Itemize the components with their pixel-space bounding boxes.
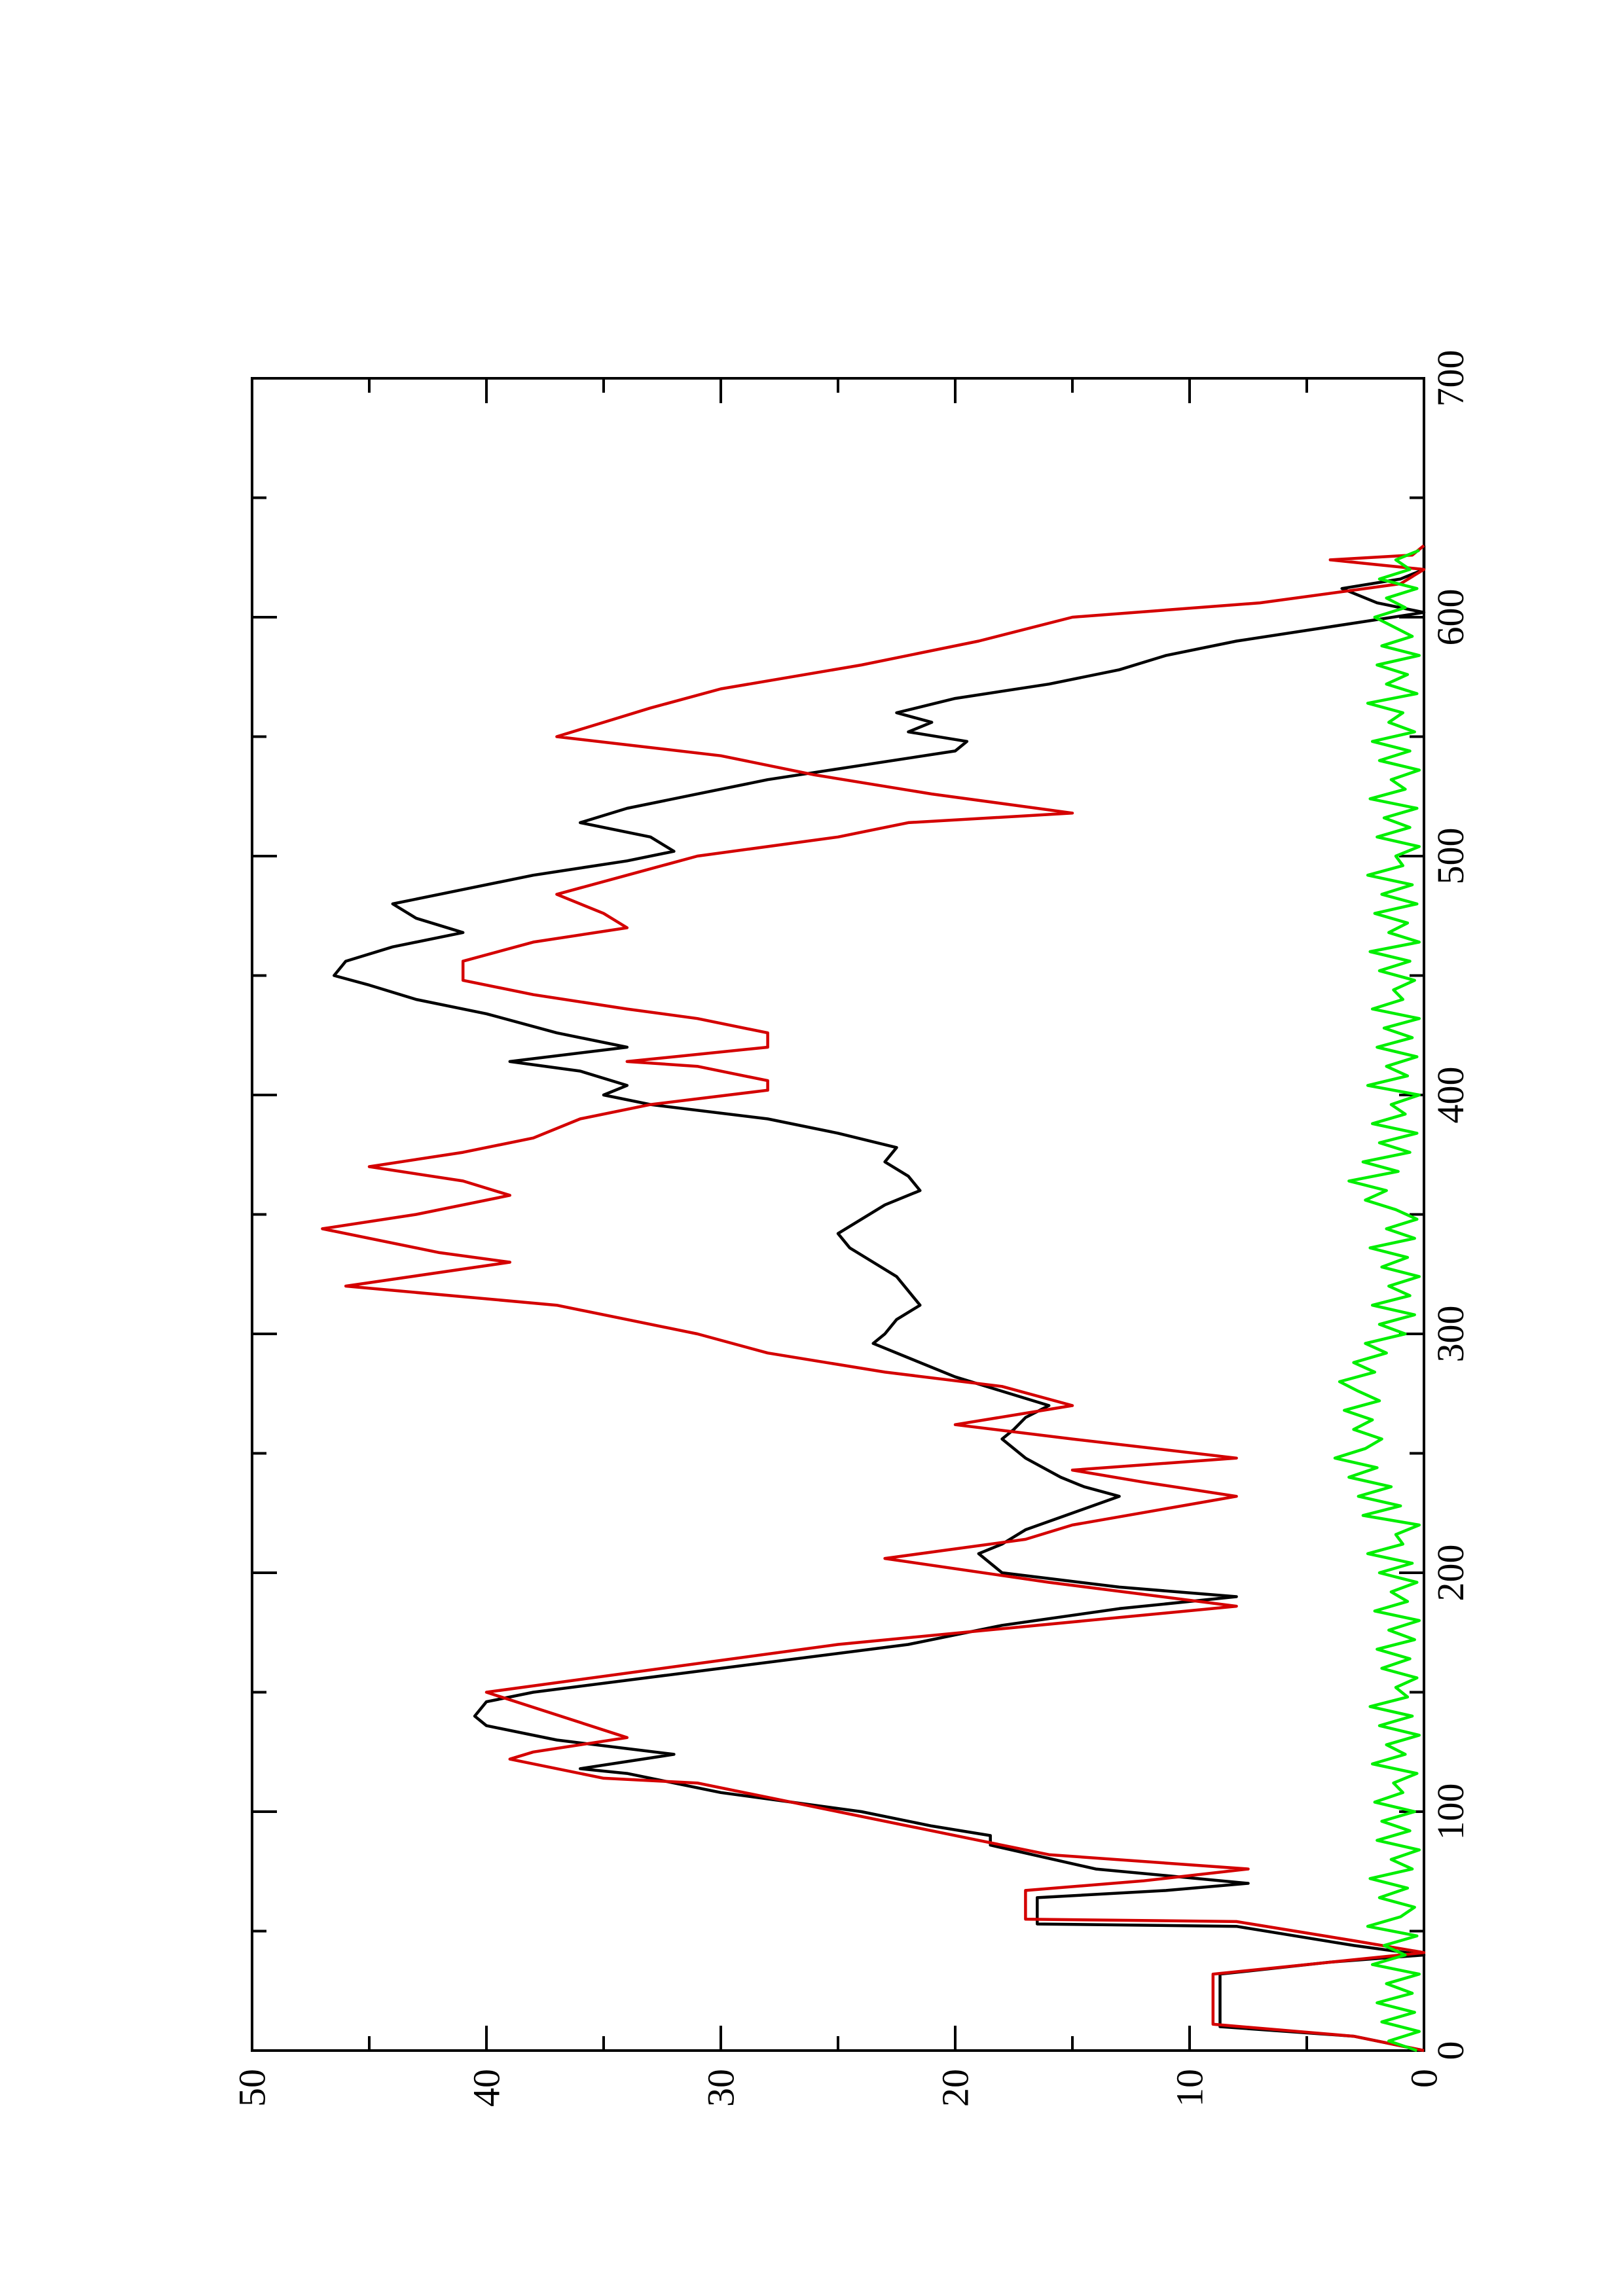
y-tick-label: 30 <box>700 2069 742 2107</box>
ticks <box>251 377 1425 2052</box>
y-tick-label: 10 <box>1169 2069 1211 2107</box>
x-tick-label: 700 <box>1429 350 1472 407</box>
series-line-2 <box>321 544 1426 2053</box>
series-line-1 <box>333 545 1426 2053</box>
tick-labels: 0 100 200 300 400 500 600 700 0 10 20 30 40 50 <box>231 350 1472 2108</box>
x-tick-label: 100 <box>1429 1784 1472 1840</box>
x-tick-label: 200 <box>1429 1545 1472 1602</box>
y-tick-label: 0 <box>1403 2069 1446 2088</box>
series-group <box>321 544 1426 2053</box>
x-tick-label: 0 <box>1429 2041 1472 2060</box>
plot-frame <box>251 377 1425 2052</box>
x-tick-label: 500 <box>1429 828 1472 885</box>
series-line-3 <box>1333 548 1421 2053</box>
x-tick-label: 600 <box>1429 589 1472 646</box>
y-tick-label: 20 <box>934 2069 977 2107</box>
y-tick-label: 40 <box>465 2069 508 2107</box>
y-tick-label: 50 <box>231 2069 274 2107</box>
x-tick-label: 400 <box>1429 1067 1472 1124</box>
x-tick-label: 300 <box>1429 1306 1472 1363</box>
